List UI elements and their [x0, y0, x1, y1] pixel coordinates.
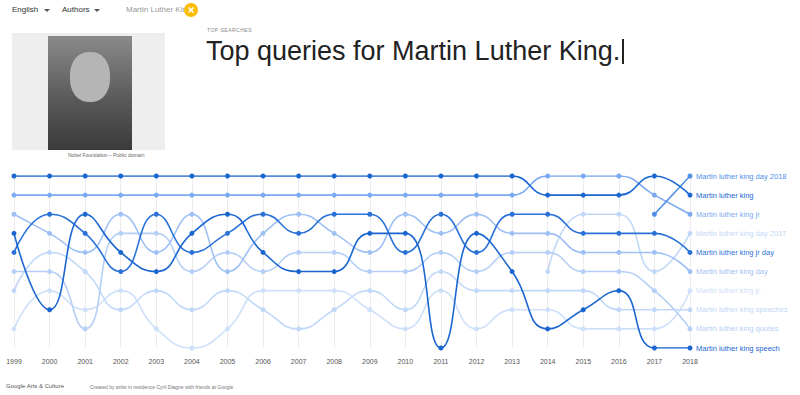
- svg-text:2000: 2000: [42, 358, 58, 365]
- svg-text:Martin luther king quotes: Martin luther king quotes: [696, 324, 778, 333]
- svg-text:2011: 2011: [433, 358, 448, 365]
- svg-text:Martin luther king jr.: Martin luther king jr.: [696, 286, 761, 295]
- svg-text:2008: 2008: [326, 358, 342, 365]
- svg-text:2014: 2014: [540, 358, 556, 365]
- html-text:Nobel Foundation – Public doma: Nobel Foundation – Public domain: [68, 152, 145, 158]
- svg-text:2005: 2005: [220, 358, 236, 365]
- svg-text:2009: 2009: [362, 358, 378, 365]
- svg-text:2010: 2010: [398, 358, 414, 365]
- svg-text:1999: 1999: [6, 358, 22, 365]
- svg-text:2012: 2012: [469, 358, 485, 365]
- html-text:Created by artist in residence: Created by artist in residence Cyril Dia…: [90, 384, 234, 390]
- svg-text:Martin luther king day 2017: Martin luther king day 2017: [696, 229, 786, 238]
- html-text:TOP SEARCHES: TOP SEARCHES: [207, 27, 252, 33]
- svg-text:Martin luther king day 2018: Martin luther king day 2018: [696, 172, 786, 181]
- html-text:Google Arts & Culture: Google Arts & Culture: [6, 383, 64, 389]
- svg-text:2007: 2007: [291, 358, 307, 365]
- html-text:Martin Luther King: Martin Luther King: [126, 5, 192, 14]
- svg-text:2016: 2016: [611, 358, 627, 365]
- svg-text:Martin luther king day: Martin luther king day: [696, 267, 768, 276]
- svg-text:2003: 2003: [149, 358, 165, 365]
- svg-text:Martin luther king speeches: Martin luther king speeches: [696, 305, 788, 314]
- svg-text:2006: 2006: [255, 358, 271, 365]
- svg-text:2013: 2013: [504, 358, 520, 365]
- svg-text:2001: 2001: [77, 358, 93, 365]
- html-text:Top queries for Martin Luther: Top queries for Martin Luther King.: [206, 36, 621, 66]
- html-text:Authors: Authors: [62, 5, 90, 14]
- svg-text:Martin luther king: Martin luther king: [696, 191, 754, 200]
- html-text:English: English: [12, 5, 39, 14]
- svg-text:2017: 2017: [647, 358, 663, 365]
- svg-text:2002: 2002: [113, 358, 129, 365]
- svg-text:2018: 2018: [682, 358, 698, 365]
- svg-text:2004: 2004: [184, 358, 200, 365]
- svg-text:2015: 2015: [575, 358, 591, 365]
- svg-text:Martin luther king jr day: Martin luther king jr day: [696, 248, 774, 257]
- svg-text:Martin luther king speech: Martin luther king speech: [696, 344, 780, 353]
- svg-text:Martin luther king jr: Martin luther king jr: [696, 210, 760, 219]
